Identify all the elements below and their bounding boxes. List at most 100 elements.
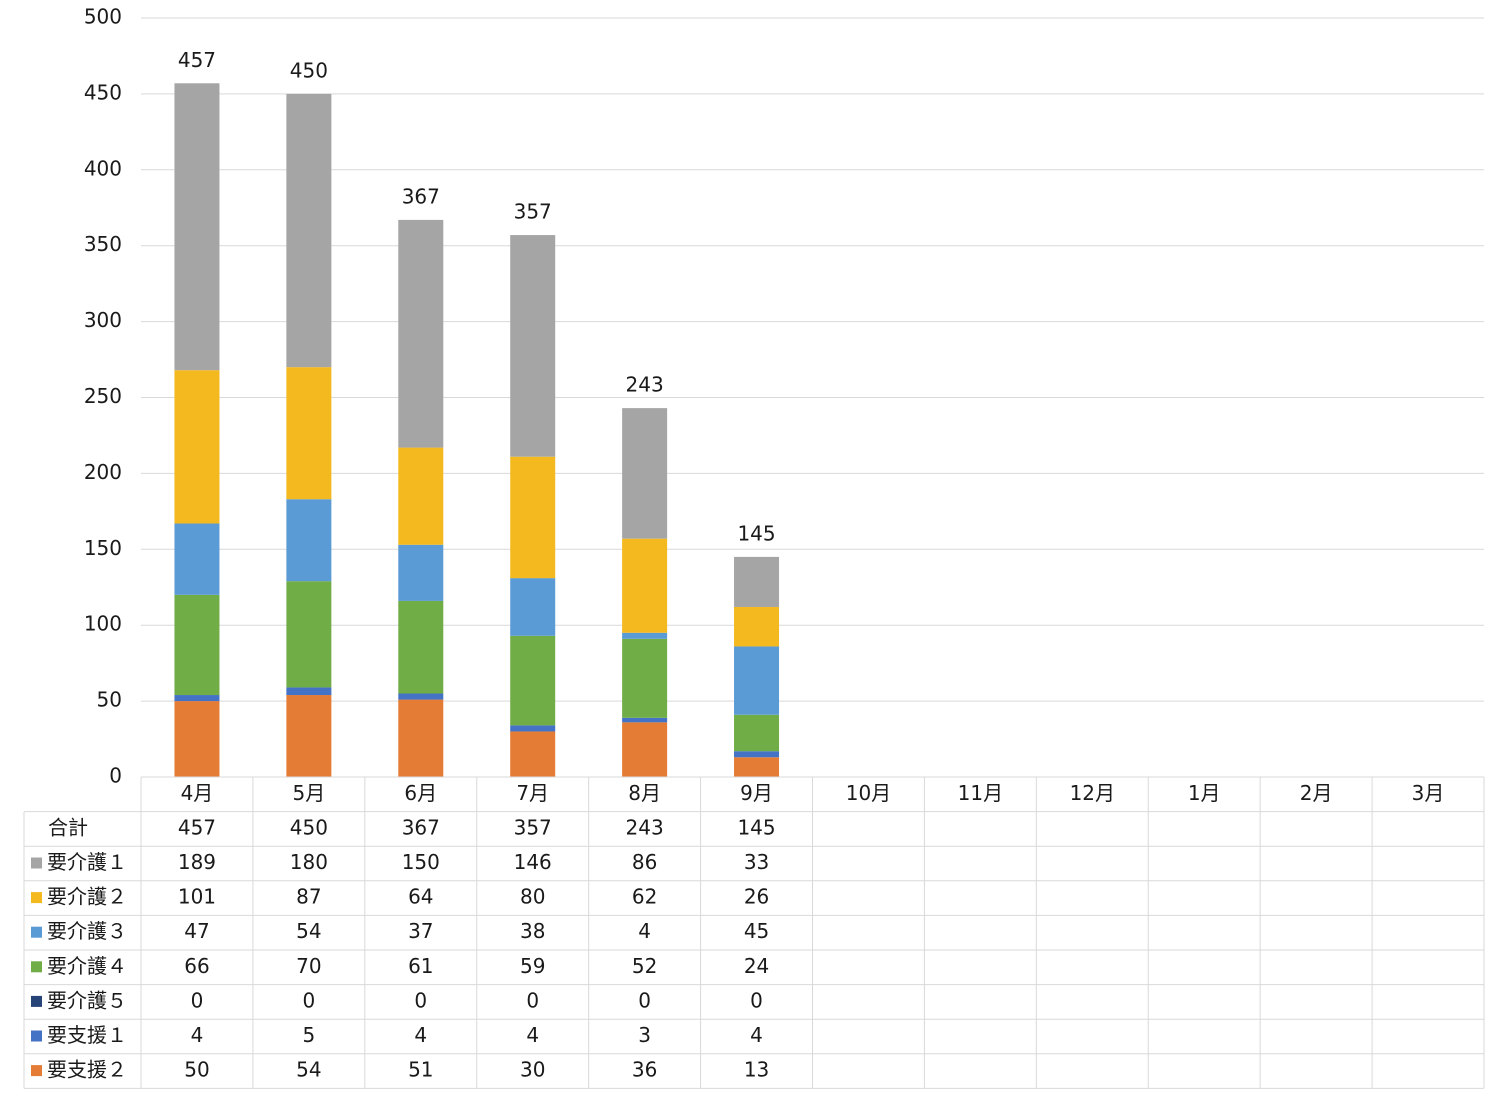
- table-cell: 54: [296, 1058, 321, 1082]
- x-category-label: 1月: [1188, 781, 1221, 805]
- table-cell-total: 145: [737, 815, 775, 839]
- bar-segment: [398, 600, 444, 694]
- bar-segment: [734, 714, 780, 752]
- legend-key: [31, 857, 42, 869]
- bar-segment: [174, 370, 220, 524]
- bar-segment: [286, 499, 332, 582]
- bar-segment: [510, 235, 556, 457]
- total-data-label: 357: [514, 200, 552, 224]
- bar-segment: [174, 83, 220, 371]
- table-cell: 87: [296, 885, 321, 909]
- table-cell: 70: [296, 954, 321, 978]
- bar-segment: [174, 695, 220, 702]
- bar-segment: [398, 693, 444, 700]
- table-cell: 37: [408, 919, 433, 943]
- bar-segment: [398, 544, 444, 601]
- legend-key: [31, 995, 42, 1007]
- table-cell: 5: [303, 1023, 316, 1047]
- table-cell: 13: [744, 1058, 769, 1082]
- table-cell: 62: [632, 885, 657, 909]
- table-cell-total: 367: [402, 815, 440, 839]
- y-tick-label: 500: [84, 5, 122, 29]
- bar-segment: [734, 646, 780, 715]
- table-cell: 0: [526, 988, 539, 1012]
- y-tick-label: 450: [84, 80, 122, 104]
- table-cell: 54: [296, 919, 321, 943]
- table-cell: 61: [408, 954, 433, 978]
- legend-key: [31, 926, 42, 938]
- y-tick-label: 350: [84, 232, 122, 256]
- bar-segment: [286, 687, 332, 696]
- bar-segment: [286, 695, 332, 777]
- legend-key: [31, 1030, 42, 1042]
- x-category-label: 8月: [628, 781, 661, 805]
- table-cell-total: 357: [514, 815, 552, 839]
- bar-segment: [398, 219, 444, 448]
- bar-segment: [286, 93, 332, 368]
- table-row-label: 要介護１: [47, 850, 127, 874]
- table-cell: 24: [744, 954, 769, 978]
- table-cell-total: 243: [626, 815, 664, 839]
- table-cell: 59: [520, 954, 545, 978]
- bar-segment: [286, 367, 332, 500]
- bar-segment: [286, 581, 332, 688]
- table-cell: 180: [290, 850, 328, 874]
- table-row-label: 要支援１: [47, 1023, 127, 1047]
- table-cell: 45: [744, 919, 769, 943]
- x-category-label: 11月: [958, 781, 1003, 805]
- legend-key: [31, 961, 42, 973]
- total-data-label: 457: [178, 48, 216, 72]
- total-data-label: 243: [626, 373, 664, 397]
- bar-segment: [510, 635, 556, 726]
- table-cell: 101: [178, 885, 216, 909]
- table-row-label-total: 合計: [48, 815, 88, 839]
- bar-segment: [622, 717, 668, 723]
- x-category-label: 10月: [846, 781, 891, 805]
- bar-segment: [734, 556, 780, 607]
- y-tick-label: 50: [97, 688, 122, 712]
- bar-segment: [398, 447, 444, 545]
- y-tick-label: 200: [84, 460, 122, 484]
- table-cell: 38: [520, 919, 545, 943]
- table-cell: 150: [402, 850, 440, 874]
- bar-segment: [174, 701, 220, 777]
- x-category-label: 5月: [293, 781, 326, 805]
- x-category-label: 6月: [404, 781, 437, 805]
- table-cell: 50: [184, 1058, 209, 1082]
- table-cell: 0: [750, 988, 763, 1012]
- bar-segment: [510, 725, 556, 732]
- table-cell: 51: [408, 1058, 433, 1082]
- total-data-label: 450: [290, 58, 328, 82]
- x-category-label: 3月: [1412, 781, 1445, 805]
- bar-segment: [622, 632, 668, 639]
- table-cell: 80: [520, 885, 545, 909]
- bar-segment: [510, 456, 556, 579]
- y-tick-label: 250: [84, 384, 122, 408]
- table-cell: 0: [638, 988, 651, 1012]
- bar-segment: [622, 408, 668, 539]
- bar-segment: [734, 751, 780, 758]
- y-tick-label: 300: [84, 308, 122, 332]
- x-category-label: 2月: [1300, 781, 1333, 805]
- table-cell: 64: [408, 885, 433, 909]
- table-row-label: 要支援２: [47, 1058, 127, 1082]
- table-cell-total: 450: [290, 815, 328, 839]
- table-cell: 86: [632, 850, 657, 874]
- x-category-label: 12月: [1070, 781, 1115, 805]
- bar-segment: [510, 578, 556, 636]
- x-category-label: 9月: [740, 781, 773, 805]
- bar-segment: [174, 594, 220, 696]
- x-category-label: 7月: [516, 781, 549, 805]
- table-row-label: 要介護３: [47, 919, 127, 943]
- legend-key: [31, 892, 42, 904]
- y-tick-label: 400: [84, 156, 122, 180]
- table-cell: 26: [744, 885, 769, 909]
- bar-segment: [734, 606, 780, 647]
- table-cell: 33: [744, 850, 769, 874]
- table-cell: 52: [632, 954, 657, 978]
- table-cell: 4: [638, 919, 651, 943]
- table-row-label: 要介護４: [47, 954, 127, 978]
- y-tick-label: 150: [84, 536, 122, 560]
